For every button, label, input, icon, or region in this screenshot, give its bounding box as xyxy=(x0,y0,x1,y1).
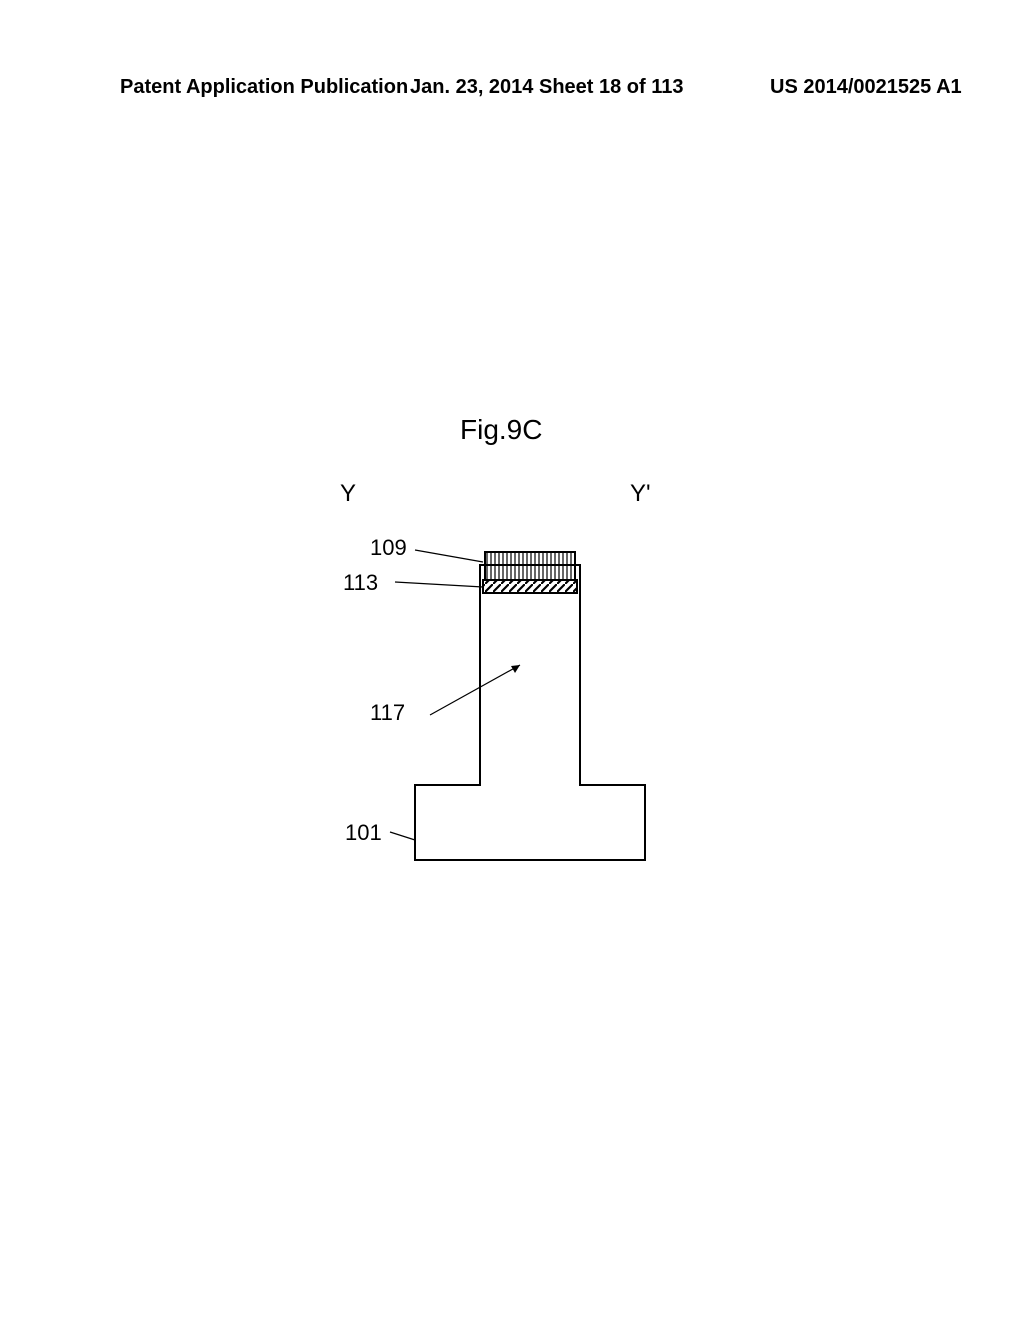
axis-label-y: Y xyxy=(340,480,356,508)
header-date-sheet: Jan. 23, 2014 Sheet 18 of 113 xyxy=(410,76,684,99)
figure-title: Fig.9C xyxy=(460,414,542,446)
header-publication: Patent Application Publication xyxy=(120,76,408,99)
axis-label-y-prime: Y' xyxy=(630,480,651,508)
figure-diagram xyxy=(325,520,685,880)
header-pubnumber: US 2014/0021525 A1 xyxy=(770,76,962,99)
